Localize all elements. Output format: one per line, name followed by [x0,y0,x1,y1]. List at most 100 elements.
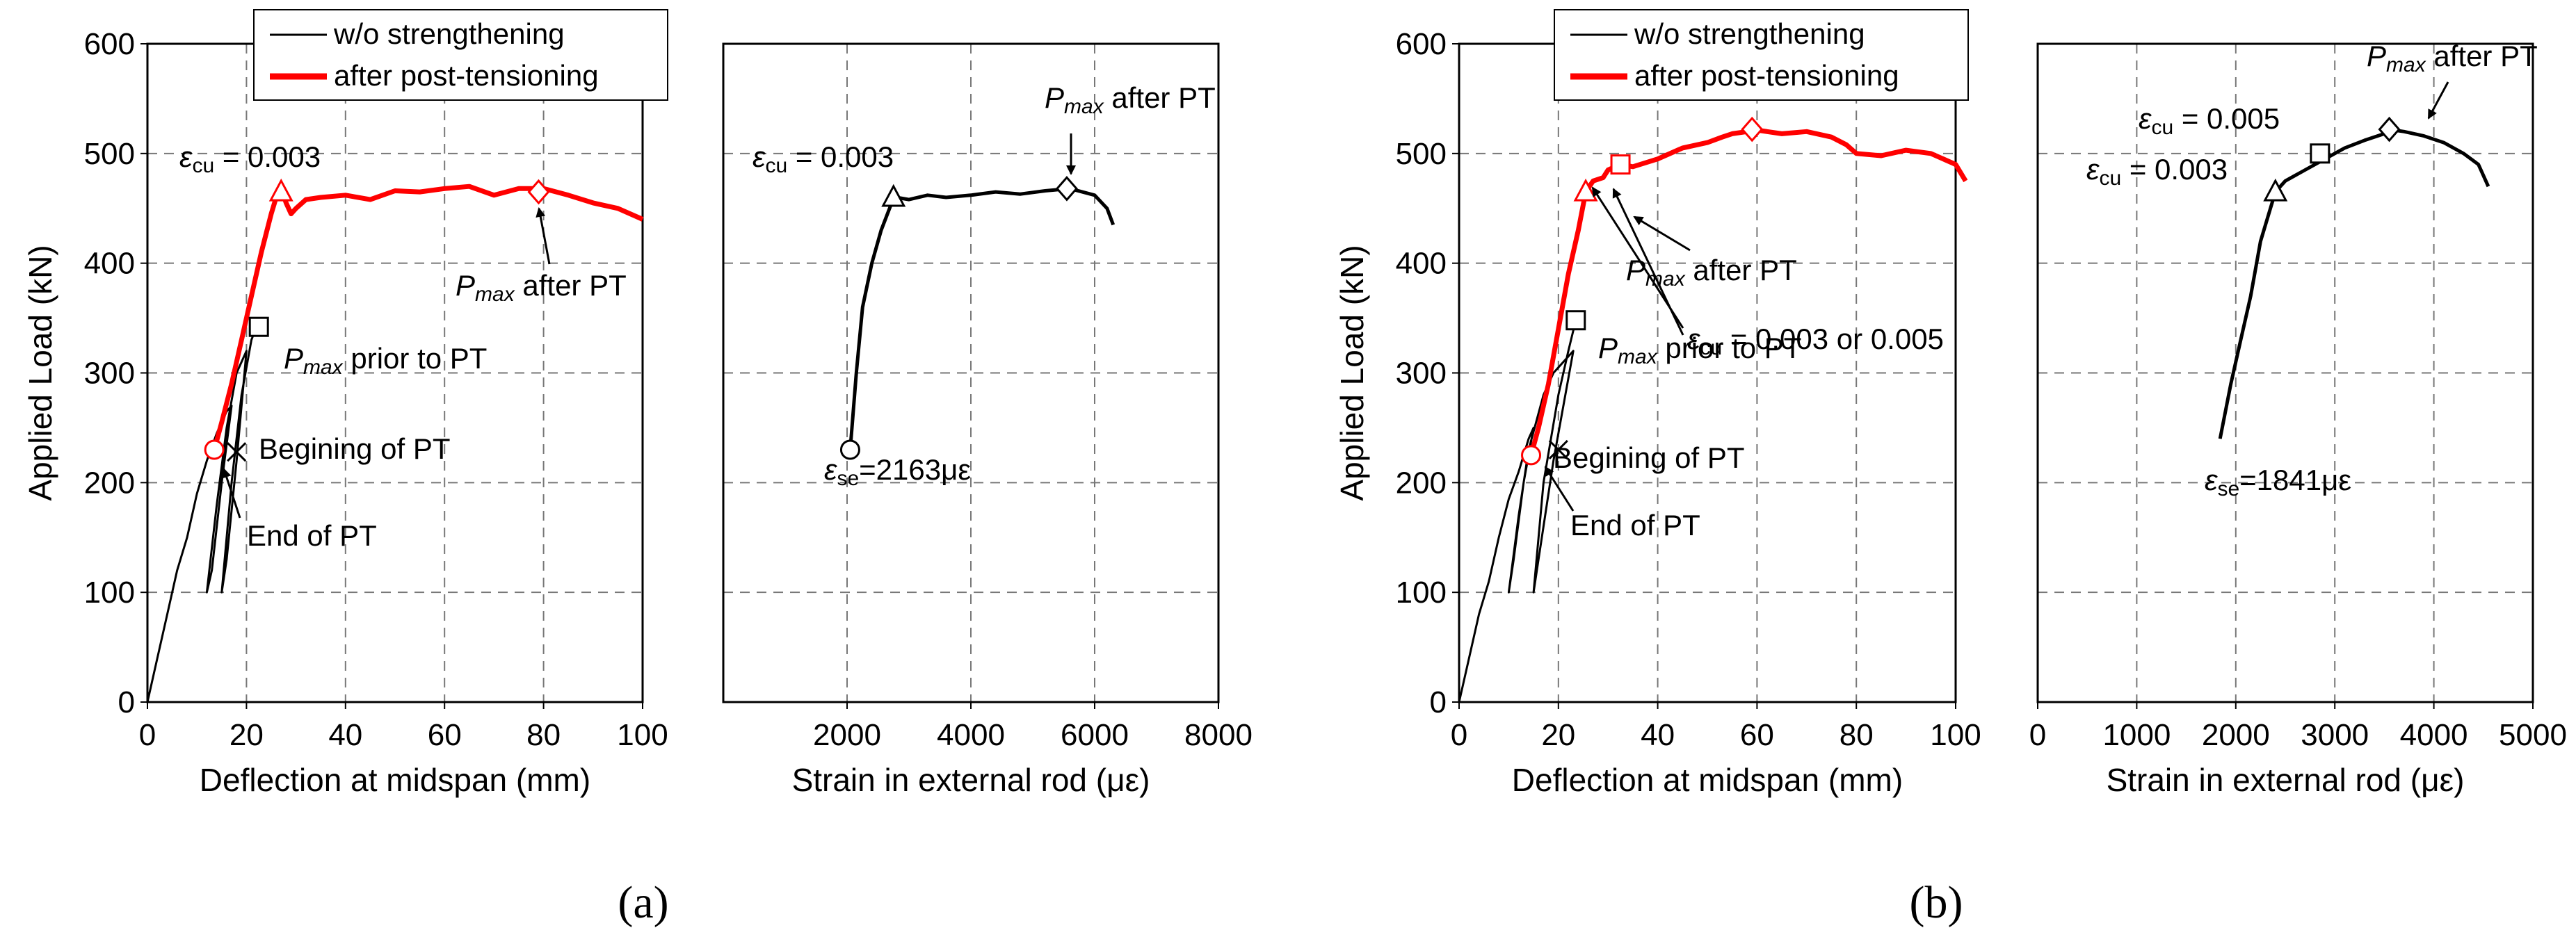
x-tick-label: 40 [328,718,362,752]
end-pt-label: End of PT [247,519,377,552]
y-tick-label: 0 [118,685,135,719]
series-line-1 [1529,127,1968,456]
pmax-after-label: Pmax after PT [1626,254,1797,291]
y-tick-label: 400 [1396,247,1447,281]
marker-diamond [527,179,550,205]
x-tick-label: 3000 [2301,718,2369,752]
x-tick-label: 0 [1451,718,1467,752]
ecu-symbol: εcu = 0.003 [752,140,894,177]
marker-square [2310,143,2331,164]
ese-label: εse=1841με [2205,464,2351,500]
y-tick-label: 600 [84,27,135,61]
marker-diamond [2378,116,2401,142]
y-tick-label: 100 [1396,576,1447,610]
legend-label-0: w/o strengthening [333,17,565,50]
x-tick-label: 2000 [813,718,881,752]
legend-label-1: after post-tensioning [1634,59,1899,92]
end-pt-label: End of PT [1570,509,1700,541]
marker-circle [204,439,225,460]
x-tick-label: 0 [2029,718,2046,752]
series-line-0 [146,326,258,703]
ecu-arrow-2 [1612,188,1684,336]
begin-pt-label: Begining of PT [259,432,451,465]
ecu-symbol: εcu = 0.003 [179,140,321,177]
x-axis-label: Strain in external rod (με) [2107,762,2465,798]
pmax-after-arrow [2427,81,2449,120]
x-axis-label: Strain in external rod (με) [792,762,1150,798]
legend-b: w/o strengthening after post-tensioning [1554,9,1969,101]
y-tick-label: 400 [84,247,135,281]
y-axis-label: Applied Load (kN) [22,245,58,500]
pmax-prior-label: Pmax prior to PT [1598,332,1801,368]
y-tick-label: 200 [1396,466,1447,500]
legend-label-1: after post-tensioning [334,59,599,92]
annotations-a-right: εcu = 0.003 Pmax after PT εse=2163με [752,81,1216,490]
x-tick-label: 4000 [937,718,1005,752]
panel-a-deflection: 0 20 40 60 80 100 0 100 200 300 400 500 600 Deflectio… [22,27,668,798]
annotations-b-right: Pmax after PT εcu = 0.005 εcu = 0.003 εs… [2086,40,2538,500]
x-axis-label: Deflection at midspan (mm) [200,762,590,798]
x-tick-label: 60 [428,718,462,752]
marker-x [1548,439,1568,460]
marker-square [1610,154,1631,175]
marker-circle [839,439,860,460]
marker-triangle [268,178,293,202]
series-line-0 [1458,320,1577,703]
pmax-prior-label: Pmax prior to PT [284,342,487,379]
x-tick-label: 100 [617,718,668,752]
ecu1-label: εcu = 0.005 [2139,102,2280,139]
x-tick-label: 5000 [2499,718,2567,752]
y-tick-label: 600 [1396,27,1447,61]
pmax-after-label: Pmax after PT [456,269,627,306]
x-tick-label: 20 [1541,718,1575,752]
x-tick-label: 2000 [2202,718,2270,752]
panel-a-strain: 2000 4000 6000 8000 Strain in external rod (… [722,42,1253,798]
annotations-a-left: εcu = 0.003 Pmax after PT Pmax prior to … [179,140,627,552]
x-tick-label: 80 [1840,718,1874,752]
marker-diamond [1741,116,1764,142]
x-tick-label: 60 [1740,718,1774,752]
panel-b-strain: 0 1000 2000 3000 4000 5000 Strain in external … [2029,42,2567,798]
series-line-1 [211,184,644,450]
marker-square [1565,310,1586,331]
x-tick-label: 6000 [1061,718,1129,752]
y-tick-label: 0 [1430,685,1447,719]
end-pt-arrow [222,468,241,519]
x-tick-label: 100 [1930,718,1981,752]
legend-box [253,9,668,101]
x-tick-label: 4000 [2400,718,2468,752]
x-tick-label: 80 [526,718,561,752]
marker-square [248,316,269,337]
y-axis-label: Applied Load (kN) [1334,245,1370,500]
marker-triangle [1573,178,1598,202]
subfigure-label-a: (a) [618,877,668,928]
x-tick-label: 20 [230,718,264,752]
legend-a: w/o strengthening after post-tensioning [253,9,668,101]
legend-label-0: w/o strengthening [1634,17,1865,50]
pmax-after-label: Pmax after PT [1045,81,1216,118]
y-tick-label: 500 [84,137,135,171]
x-tick-label: 1000 [2102,718,2171,752]
pmax-after-label: Pmax after PT [2367,40,2538,76]
x-axis-label: Deflection at midspan (mm) [1512,762,1903,798]
begin-pt-label: Begining of PT [1553,441,1745,474]
x-tick-label: 8000 [1184,718,1253,752]
ecu-label: εcu = 0.003 or 0.005 [1687,323,1944,359]
panel-b-deflection: 0 20 40 60 80 100 0 100 200 300 400 500 600 Deflectio… [1334,27,1981,798]
legend-box [1554,9,1969,101]
series-line-0 [2218,127,2490,439]
y-tick-label: 500 [1396,137,1447,171]
pmax-after-arrow [1633,215,1691,252]
marker-triangle [2263,178,2288,202]
marker-x [227,442,247,462]
y-tick-label: 300 [84,357,135,391]
marker-triangle [881,184,906,207]
end-pt-arrow [1544,466,1575,512]
plot-frame [2036,42,2534,703]
marker-diamond [1055,176,1078,202]
series-line-0 [848,186,1116,450]
y-tick-label: 100 [84,576,135,610]
ecu2-label: εcu = 0.003 [2086,153,2228,190]
pmax-after-arrow [536,207,551,265]
